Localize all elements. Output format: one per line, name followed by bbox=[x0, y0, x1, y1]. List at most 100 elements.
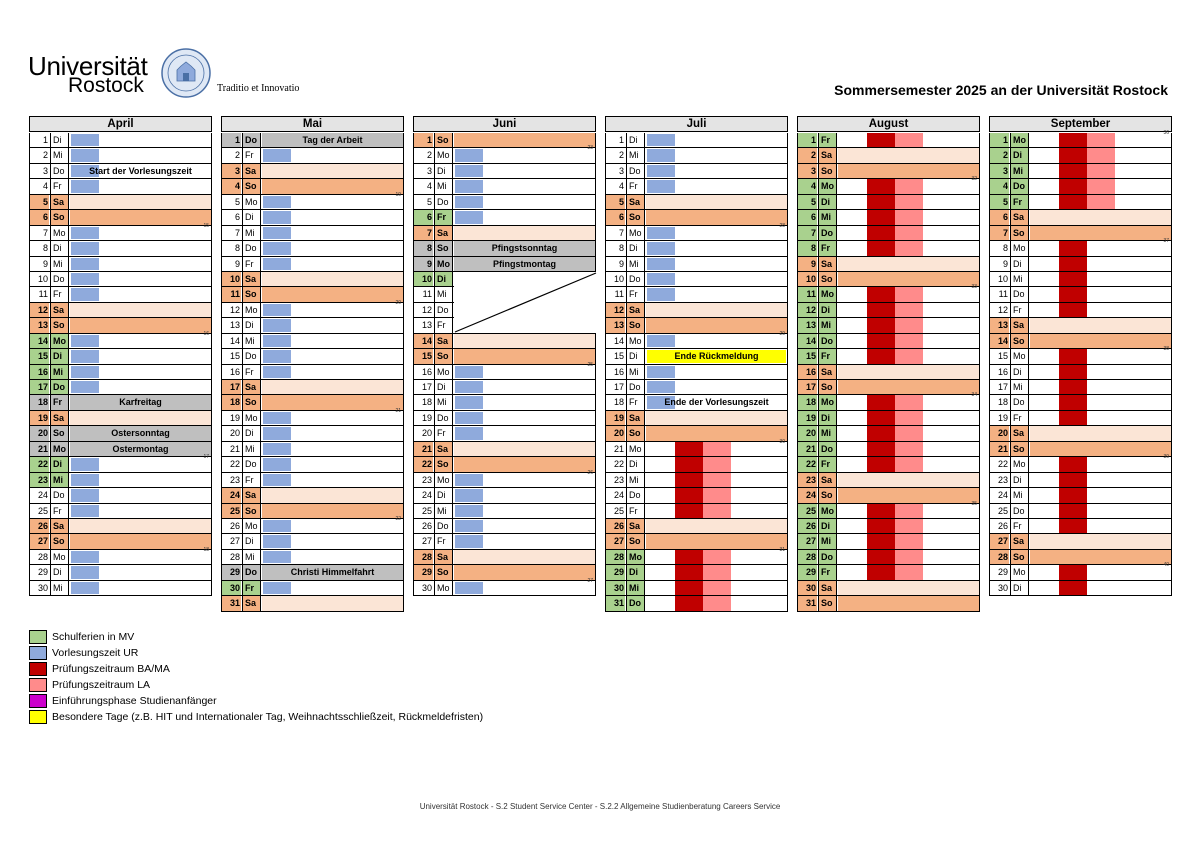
day-number: 29 bbox=[997, 567, 1008, 578]
day-row: 31 So bbox=[797, 596, 980, 612]
day-row: 29 Di bbox=[29, 565, 212, 581]
exam-la-bar bbox=[895, 534, 923, 549]
day-number: 14 bbox=[798, 333, 817, 349]
weekend-fill bbox=[454, 457, 595, 472]
exam-ba-ma-bar bbox=[1059, 457, 1087, 472]
day-row: Karfreitag 18 Fr bbox=[29, 395, 212, 411]
exam-ba-ma-bar bbox=[1059, 472, 1087, 488]
exam-la-bar bbox=[895, 426, 923, 441]
exam-ba-ma-bar bbox=[1059, 503, 1087, 518]
weekday-label: So bbox=[818, 380, 837, 395]
weekend-fill bbox=[838, 380, 979, 395]
day-row: 9 Fr bbox=[221, 256, 404, 272]
day-row: 13 So bbox=[29, 318, 212, 334]
week-number: 40 bbox=[1163, 562, 1169, 569]
week-number: 17 bbox=[203, 454, 209, 461]
weekday-label: So bbox=[50, 534, 69, 549]
weekday-label: Do bbox=[1010, 395, 1029, 410]
day-row: 8 Di bbox=[29, 241, 212, 257]
exam-la-bar bbox=[895, 318, 923, 333]
day-row: 28 Mo 18 bbox=[29, 547, 212, 566]
day-number: 13 bbox=[229, 320, 240, 331]
exam-ba-ma-bar bbox=[675, 488, 703, 503]
weekday-label: Do bbox=[818, 333, 837, 349]
weekday-label: Do bbox=[626, 596, 645, 611]
weekday-label: Sa bbox=[1010, 210, 1029, 225]
weekday-label: Sa bbox=[242, 163, 261, 179]
exam-ba-ma-bar bbox=[867, 333, 895, 349]
lecture-period-bar bbox=[455, 365, 483, 378]
day-row: Ende Rückmeldung 15 Di bbox=[605, 349, 788, 365]
weekend-fill bbox=[262, 163, 403, 179]
exam-la-bar bbox=[703, 565, 731, 580]
exam-ba-ma-bar bbox=[867, 395, 895, 410]
exam-ba-ma-bar bbox=[675, 441, 703, 457]
lecture-period-bar bbox=[647, 272, 675, 286]
weekend-fill bbox=[646, 426, 787, 441]
exam-ba-ma-bar bbox=[1059, 580, 1087, 596]
day-number: 5 bbox=[606, 194, 625, 210]
day-row: 28 Mi bbox=[221, 549, 404, 566]
weekday-label: Do bbox=[626, 163, 645, 179]
day-row: 7 Do bbox=[797, 225, 980, 242]
day-row: 24 Sa bbox=[221, 488, 404, 504]
day-number: 11 bbox=[222, 287, 241, 302]
weekday-label: Fr bbox=[434, 210, 453, 225]
lecture-period-bar bbox=[263, 303, 291, 317]
day-number: 23 bbox=[798, 472, 817, 488]
weekday-label: So bbox=[434, 565, 453, 580]
legend-swatch bbox=[29, 662, 47, 676]
day-number: 30 bbox=[997, 582, 1008, 593]
weekend-fill bbox=[454, 133, 595, 148]
weekday-label: Fr bbox=[242, 148, 261, 163]
day-number: 25 bbox=[421, 505, 432, 516]
exam-la-bar bbox=[703, 596, 731, 611]
lecture-period-bar bbox=[455, 519, 483, 533]
weekday-label: Do bbox=[50, 380, 69, 395]
weekday-label: Fr bbox=[242, 364, 261, 379]
day-note: Karfreitag bbox=[119, 397, 162, 408]
weekend-fill bbox=[838, 364, 979, 379]
day-row: 27 Fr bbox=[413, 534, 596, 550]
lecture-period-bar bbox=[263, 350, 291, 363]
day-row: 14 Do bbox=[797, 333, 980, 350]
weekend-fill bbox=[1030, 534, 1171, 549]
exam-ba-ma-bar bbox=[1059, 565, 1087, 580]
weekday-label: Fr bbox=[818, 349, 837, 364]
weekday-label: Mi bbox=[434, 287, 453, 302]
legend-label: Prüfungszeitraum LA bbox=[52, 679, 151, 691]
day-number: 16 bbox=[30, 364, 49, 379]
exam-ba-ma-bar bbox=[1059, 179, 1087, 194]
weekend-fill bbox=[1030, 210, 1171, 225]
day-number: 3 bbox=[798, 163, 817, 179]
week-number: 29 bbox=[779, 330, 785, 337]
lecture-period-bar bbox=[263, 473, 291, 487]
day-row: 16 Di bbox=[989, 364, 1172, 380]
day-number: 17 bbox=[798, 380, 817, 395]
day-row: 29 Di bbox=[605, 565, 788, 581]
weekday-label: Mi bbox=[1010, 380, 1029, 395]
exam-ba-ma-bar bbox=[675, 549, 703, 565]
day-row: 11 Do bbox=[989, 287, 1172, 303]
day-number: 15 bbox=[229, 351, 240, 362]
day-row: 19 Mo 21 bbox=[221, 408, 404, 427]
weekday-label: Sa bbox=[818, 580, 837, 596]
day-note: Christi Himmelfahrt bbox=[290, 567, 375, 578]
day-number: 1 bbox=[42, 135, 48, 145]
day-number: 15 bbox=[997, 351, 1008, 362]
day-number: 30 bbox=[798, 580, 817, 596]
day-row: Ostersonntag 20 So bbox=[29, 426, 212, 442]
day-number: 6 bbox=[414, 210, 433, 225]
weekday-label: Mo bbox=[434, 256, 453, 271]
week-number: 35 bbox=[971, 500, 977, 507]
exam-ba-ma-bar bbox=[867, 302, 895, 318]
day-number: 30 bbox=[421, 582, 432, 593]
day-row: 14 Mo 16 bbox=[29, 331, 212, 350]
weekday-label: Mo bbox=[818, 287, 837, 302]
day-number: 9 bbox=[42, 258, 48, 269]
day-row: 6 Fr bbox=[413, 210, 596, 226]
day-number: 5 bbox=[234, 196, 240, 207]
day-row: 31 Do bbox=[605, 596, 788, 612]
exam-la-bar bbox=[895, 133, 923, 148]
exam-ba-ma-bar bbox=[1059, 133, 1087, 148]
